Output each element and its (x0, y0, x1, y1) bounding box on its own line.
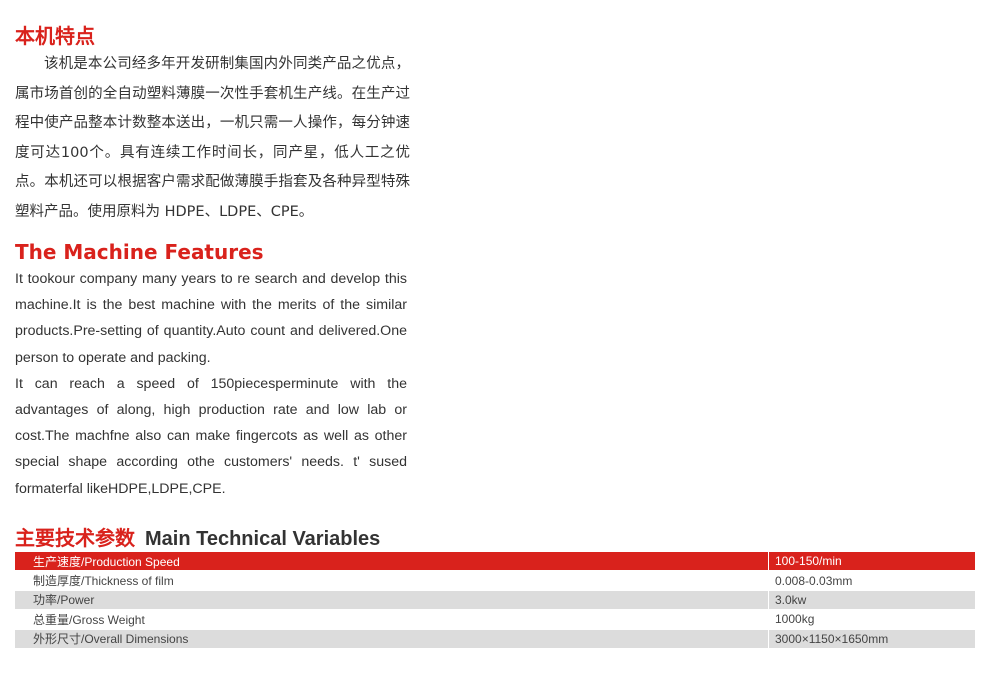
specs-table: 生产速度/Production Speed 100-150/min 制造厚度/Th… (15, 552, 975, 649)
features-en-title: The Machine Features (15, 240, 264, 264)
table-row: 功率/Power 3.0kw (15, 590, 975, 611)
features-cn-paragraph: 该机是本公司经多年开发研制集国内外同类产品之优点，属市场首创的全自动塑料薄膜一次… (15, 56, 410, 220)
spec-label: 生产速度/Production Speed (15, 552, 769, 572)
spec-label: 外形尺寸/Overall Dimensions (15, 629, 769, 649)
spec-value: 1000kg (768, 609, 975, 630)
table-row: 总重量/Gross Weight 1000kg (15, 609, 975, 630)
table-row: 生产速度/Production Speed 100-150/min (15, 552, 975, 572)
spec-label: 制造厚度/Thickness of film (15, 570, 769, 591)
spec-value: 3000×1150×1650mm (768, 629, 975, 649)
specs-title: 主要技术参数 Main Technical Variables (15, 522, 380, 551)
features-en-text: It tookour company many years to re sear… (15, 266, 407, 502)
specs-title-cn: 主要技术参数 (15, 526, 135, 550)
features-en-paragraph: It tookour company many years to re sear… (15, 271, 407, 366)
specs-title-en: Main Technical Variables (145, 528, 381, 550)
spec-value: 0.008-0.03mm (768, 570, 975, 591)
table-row: 制造厚度/Thickness of film 0.008-0.03mm (15, 570, 975, 591)
spec-value: 100-150/min (768, 552, 975, 572)
spec-value: 3.0kw (768, 590, 975, 611)
spec-label: 总重量/Gross Weight (15, 609, 769, 630)
features-cn-text: 该机是本公司经多年开发研制集国内外同类产品之优点，属市场首创的全自动塑料薄膜一次… (15, 50, 410, 227)
features-cn-title: 本机特点 (15, 24, 95, 48)
spec-label: 功率/Power (15, 590, 769, 611)
features-en-paragraph: It can reach a speed of 150piecesperminu… (15, 375, 407, 497)
table-row: 外形尺寸/Overall Dimensions 3000×1150×1650mm (15, 629, 975, 649)
